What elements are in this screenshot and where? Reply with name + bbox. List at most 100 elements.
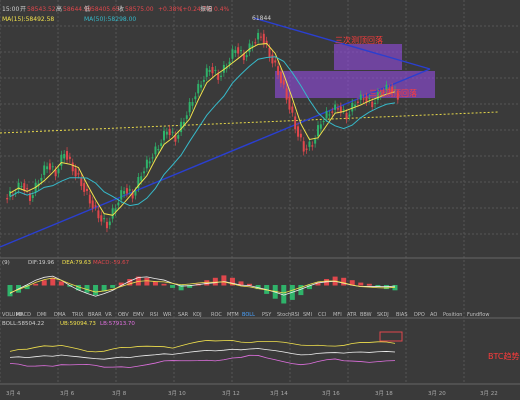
tab-atr[interactable]: ATR	[347, 312, 357, 318]
boll-mid-line	[9, 348, 396, 360]
candle-body	[394, 89, 396, 91]
time-text: 15:00	[2, 6, 19, 13]
macd-bar	[161, 283, 167, 286]
tab-boll[interactable]: BOLL	[242, 312, 255, 318]
close-value: 58575.00	[125, 6, 154, 13]
tab-obv[interactable]: OBV	[118, 312, 129, 318]
tab-mfi[interactable]: MFI	[333, 312, 342, 318]
candle-body	[111, 208, 114, 219]
macd-bar	[24, 285, 30, 290]
tab-mtm[interactable]: MTM	[227, 312, 239, 318]
macd-bar	[144, 277, 150, 286]
candle-body	[342, 109, 345, 111]
candle-body	[334, 104, 337, 110]
tab-emv[interactable]: EMV	[133, 312, 144, 318]
tab-sar[interactable]: SAR	[178, 312, 189, 318]
tab-roc[interactable]: ROC	[211, 312, 222, 318]
candle-body	[396, 93, 399, 100]
macd-params: (9)	[2, 260, 10, 266]
candle-body	[319, 124, 322, 129]
candle-body	[248, 43, 251, 53]
vol-label: 振幅	[200, 5, 212, 13]
low-label: 低	[84, 5, 90, 13]
tab-dma[interactable]: DMA	[54, 312, 66, 318]
candle-body	[214, 69, 217, 71]
macd-bar	[170, 285, 176, 288]
tab-wr[interactable]: WR	[163, 312, 172, 318]
candle-body	[83, 183, 86, 192]
macd-bar	[118, 282, 124, 286]
tab-skdj[interactable]: SKDJ	[377, 312, 389, 318]
candle-body	[336, 108, 339, 110]
candle-body	[291, 106, 294, 113]
candle-body	[40, 177, 43, 181]
tab-volume[interactable]: VOLUME	[2, 312, 23, 318]
candle-body	[240, 50, 242, 52]
tab-macd[interactable]: MACD	[16, 312, 31, 318]
tab-brar[interactable]: BRAR	[88, 312, 102, 318]
candle-body	[228, 61, 231, 65]
peak-price-tag: 61844	[252, 15, 271, 22]
candle-body	[202, 79, 205, 82]
candle-body	[237, 47, 240, 54]
macd-bar	[247, 283, 253, 286]
macd-bar	[41, 280, 47, 286]
candle-body	[314, 139, 317, 144]
tab-kdj[interactable]: KDJ	[193, 312, 202, 318]
candle-body	[114, 208, 117, 212]
tab-bias[interactable]: BIAS	[396, 312, 408, 318]
candle-body	[117, 202, 120, 206]
candle-body	[165, 131, 168, 135]
candle-body	[54, 169, 57, 177]
macd-bar	[212, 277, 218, 286]
candle-body	[128, 189, 131, 191]
tab-dpo[interactable]: DPO	[414, 312, 425, 318]
candle-body	[305, 148, 308, 150]
candle-body	[43, 165, 46, 175]
tab-vr[interactable]: VR	[105, 312, 112, 318]
candle-body	[108, 221, 111, 226]
tab-bbw[interactable]: BBW	[360, 312, 372, 318]
macd-bar	[93, 285, 99, 296]
change-value: +0.38%	[158, 6, 182, 13]
tab-stochrsi[interactable]: StochRSI	[277, 312, 299, 318]
candle-body	[154, 146, 157, 155]
close-label: 收	[118, 5, 124, 13]
amplitude-value: (+0.24.70)	[180, 6, 213, 13]
tab-dmi[interactable]: DMI	[37, 312, 47, 318]
candle-body	[125, 188, 128, 194]
tab-ao[interactable]: AO	[430, 312, 437, 318]
ma50-line	[9, 56, 396, 207]
tab-rsi[interactable]: RSI	[150, 312, 158, 318]
candle-body	[259, 36, 262, 38]
macd-bar	[7, 285, 13, 297]
tab-fundflow[interactable]: Fundflow	[467, 312, 489, 318]
candle-body	[194, 96, 197, 100]
lower-annotation: 三次测顶回落	[369, 88, 417, 98]
candle-body	[51, 166, 54, 168]
tab-smi[interactable]: SMI	[303, 312, 312, 318]
candle-body	[331, 111, 334, 113]
candle-body	[277, 66, 280, 75]
candle-body	[31, 195, 34, 198]
lower-resistance-zone	[275, 71, 435, 98]
tab-position[interactable]: Position	[443, 312, 462, 318]
candle-body	[302, 141, 305, 152]
candle-body	[234, 50, 237, 54]
tab-trix[interactable]: TRIX	[71, 312, 84, 318]
macd-bar	[75, 285, 81, 291]
tab-psy[interactable]: PSY	[262, 312, 272, 318]
candle-body	[66, 151, 69, 160]
macd-dea: DEA:79.63	[62, 260, 91, 266]
boll-upper-line	[9, 340, 396, 353]
high-value: 58644.99	[63, 6, 92, 13]
macd-bar	[101, 285, 107, 292]
macd-bar	[238, 281, 244, 286]
candle-body	[157, 149, 160, 151]
candle-body	[9, 190, 11, 197]
tab-cci[interactable]: CCI	[318, 312, 326, 318]
candle-body	[17, 182, 20, 190]
candle-body	[123, 191, 126, 194]
